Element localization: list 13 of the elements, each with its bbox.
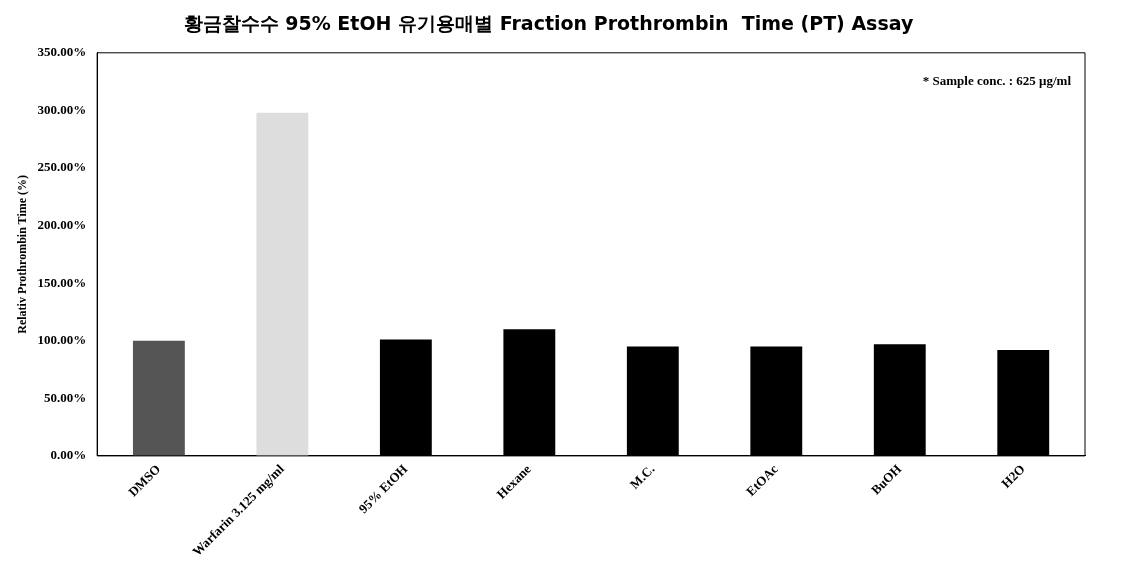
y-tick-label: 50.00% xyxy=(43,389,87,405)
y-axis-title: Relativ Prothrombin Time (%) xyxy=(15,174,30,334)
y-tick-label: 200.00% xyxy=(37,216,87,232)
y-tick-label: 150.00% xyxy=(37,274,87,290)
bar xyxy=(256,112,309,456)
y-tick-label: 100.00% xyxy=(37,332,87,348)
y-tick-label: 250.00% xyxy=(37,159,87,175)
annotation: * Sample conc. : 625 μg/ml xyxy=(922,72,1072,88)
y-tick-label: 350.00% xyxy=(37,44,87,60)
chart-title: 황금찰수수 95% EtOH 유기용매별 Fraction Prothrombin Time (PT) Assay xyxy=(183,12,914,35)
bar xyxy=(132,340,185,456)
y-tick-label: 300.00% xyxy=(37,101,87,117)
y-tick-label: 0.00% xyxy=(50,447,87,463)
